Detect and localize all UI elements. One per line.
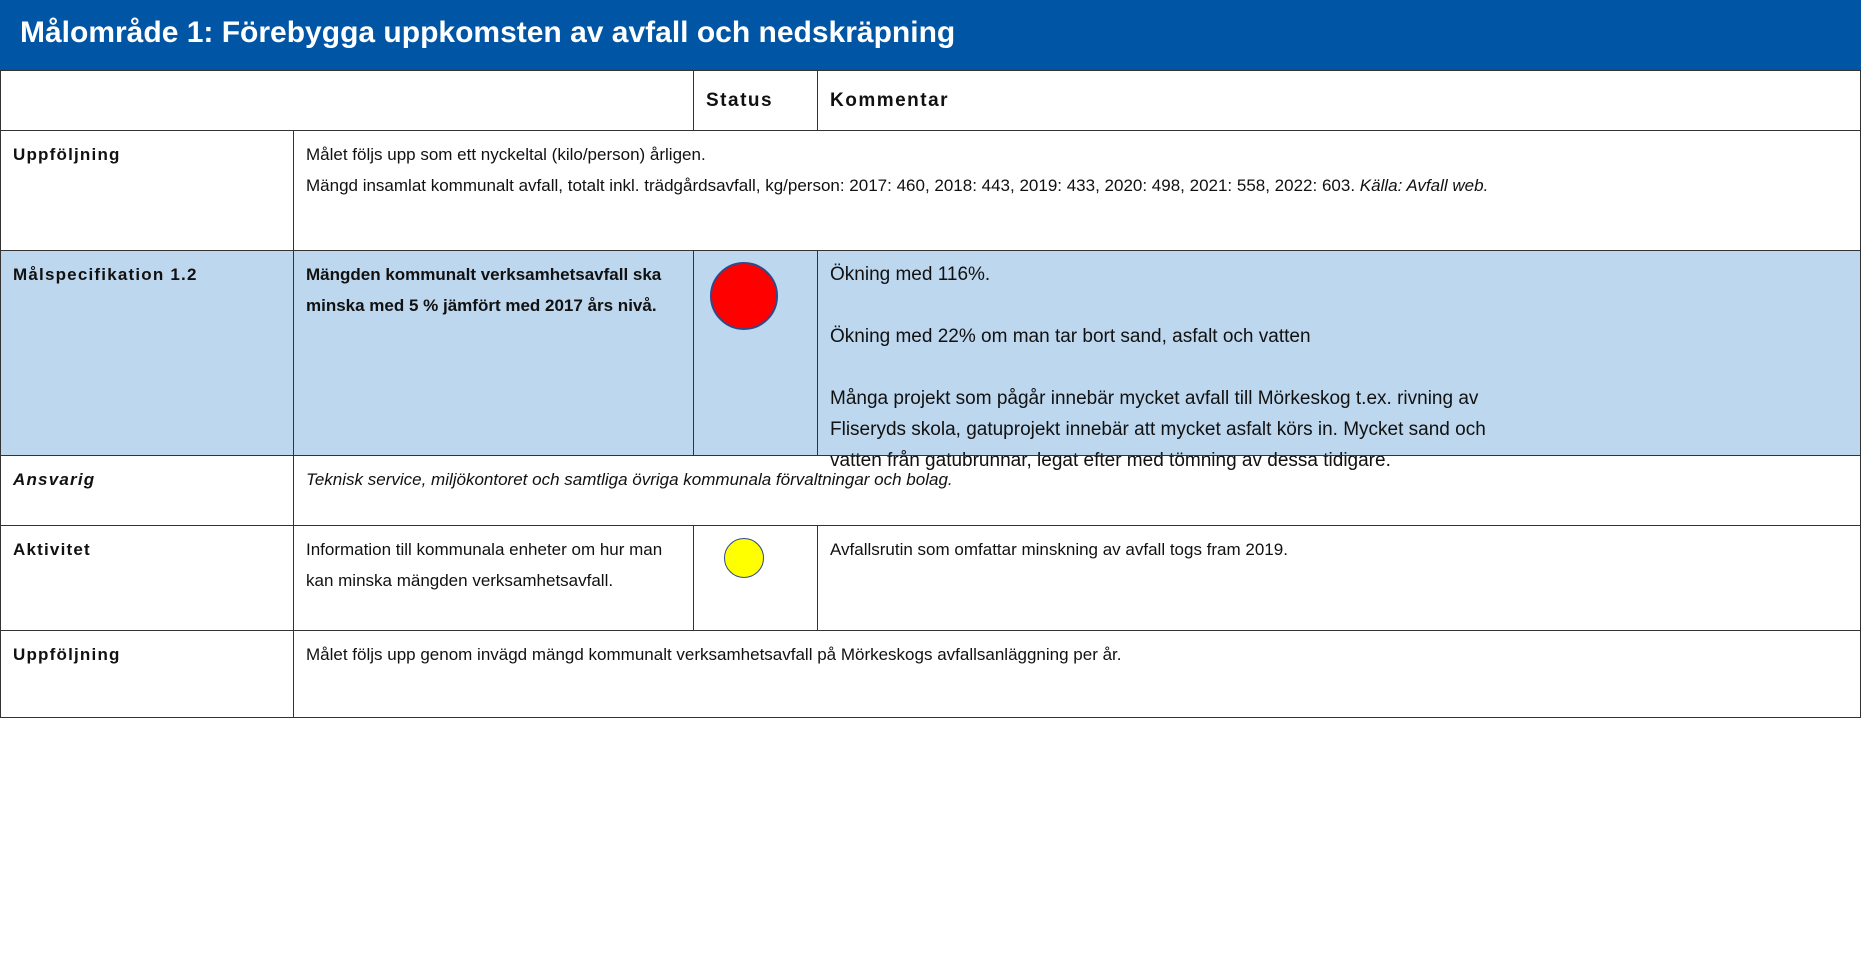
row-label: Uppföljning xyxy=(0,130,294,251)
cell: Målet följs upp som ett nyckeltal (kilo/… xyxy=(293,130,1861,251)
source: Källa: Avfall web. xyxy=(1359,176,1489,195)
cell: Ökning med 116%. Ökning med 22% om man t… xyxy=(817,250,1861,471)
status-cell xyxy=(693,525,818,631)
text: Mängd insamlat kommunalt avfall, totalt … xyxy=(306,170,1848,201)
text: Mängd insamlat kommunalt avfall, totalt … xyxy=(306,176,1356,195)
status-yellow xyxy=(724,538,764,578)
cell: Information till kommunala enheter om hu… xyxy=(293,525,694,631)
text: Målet följs upp som ett nyckeltal (kilo/… xyxy=(306,145,706,164)
cell: Avfallsrutin som omfattar minskning av a… xyxy=(817,525,1861,631)
column-header: Kommentar xyxy=(817,70,1861,131)
row-label: Uppföljning xyxy=(0,630,294,718)
cell: Teknisk service, miljökontoret och samtl… xyxy=(293,455,1861,526)
cell: Målet följs upp genom invägd mängd kommu… xyxy=(293,630,1861,718)
row-label: Ansvarig xyxy=(0,455,294,526)
status-cell xyxy=(693,250,818,456)
goal: Mängden kommunalt verksamhetsavfall ska … xyxy=(293,250,694,456)
title: Målområde 1: Förebygga uppkomsten av avf… xyxy=(0,0,1861,70)
comment: Ökning med 116%. xyxy=(830,264,991,285)
row-label: Målspecifikation 1.2 xyxy=(0,250,294,456)
row-label: Aktivitet xyxy=(0,525,294,631)
column-header: Status xyxy=(693,70,818,131)
status-red xyxy=(710,262,778,330)
comment: Ökning med 22% om man tar bort sand, asf… xyxy=(830,326,1311,347)
empty-cell xyxy=(0,70,694,131)
